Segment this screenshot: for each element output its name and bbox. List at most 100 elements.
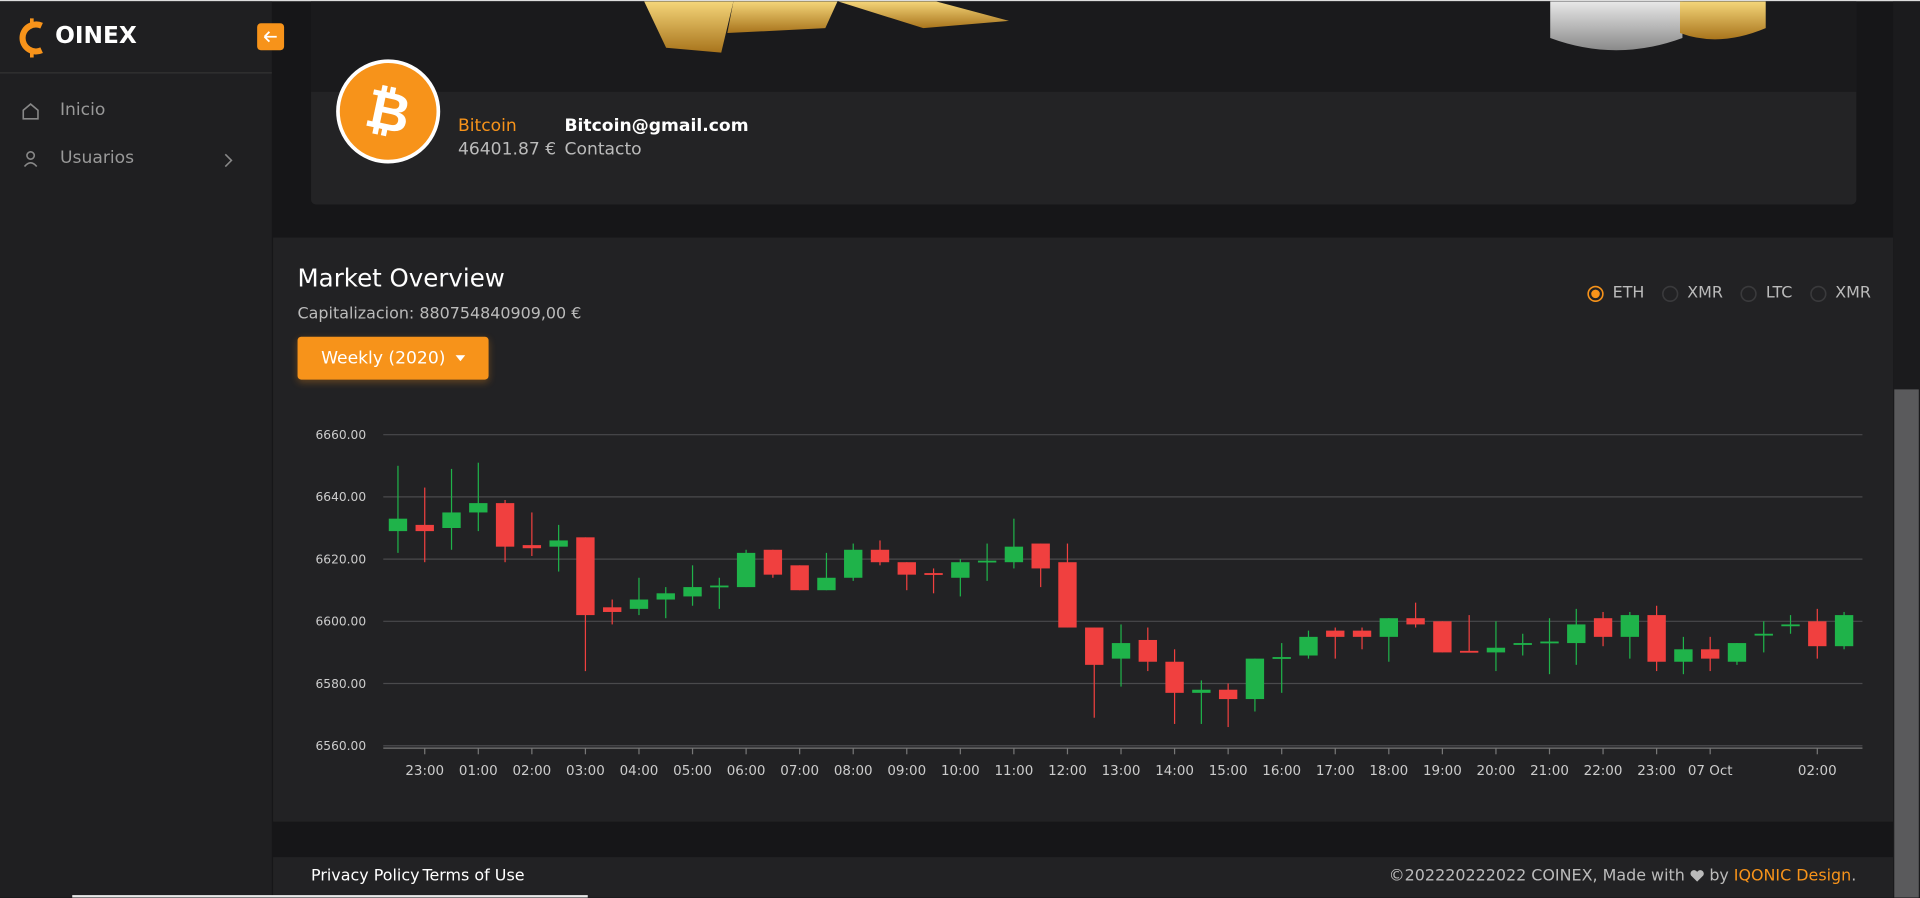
radio xyxy=(1661,285,1679,302)
candle-body xyxy=(1165,661,1184,693)
x-tick-label: 16:00 xyxy=(1262,764,1301,779)
end-text: . xyxy=(1851,866,1857,886)
candle-body xyxy=(1058,562,1077,628)
chevron xyxy=(224,153,233,168)
candle-body xyxy=(1433,621,1452,653)
y-tick-label: 6620.00 xyxy=(316,552,367,566)
candle-body xyxy=(1379,618,1399,637)
x-tick-label: 02:00 xyxy=(512,764,551,779)
candle-body xyxy=(870,549,890,563)
heart-icon xyxy=(1690,870,1704,882)
candle-body xyxy=(924,573,943,575)
email: Bitcoin@gmail.com xyxy=(564,116,749,136)
x-tick-label: 05:00 xyxy=(673,764,712,779)
user-icon xyxy=(23,151,38,168)
x-tick-label: 08:00 xyxy=(834,764,873,779)
period-dropdown[interactable]: Weekly (2020) xyxy=(297,336,489,380)
banner xyxy=(311,1,1857,92)
x-tick-label: 23:00 xyxy=(405,764,444,779)
footer-link[interactable]: Privacy Policy xyxy=(311,866,420,886)
candle-body xyxy=(1834,615,1854,647)
radio-option[interactable]: LTC xyxy=(1740,284,1792,302)
x-tick-label: 22:00 xyxy=(1584,764,1623,779)
sidebar: OINEX Inicio Usuarios xyxy=(0,1,285,898)
x-tick-label: 02:00 xyxy=(1798,764,1837,779)
x-tick-label: 21:00 xyxy=(1530,764,1569,779)
x-tick-label: 20:00 xyxy=(1477,764,1516,779)
by-text: by xyxy=(1709,866,1729,886)
x-tick-label: 13:00 xyxy=(1102,764,1141,779)
radio-option[interactable]: XMR xyxy=(1809,284,1871,303)
caret xyxy=(455,355,466,362)
x-tick-label: 07 Oct xyxy=(1688,764,1733,779)
x-tick-label: 03:00 xyxy=(566,764,605,779)
scrollbar-thumb[interactable] xyxy=(1894,389,1919,898)
candle-body xyxy=(1272,657,1291,659)
y-tick-label: 6580.00 xyxy=(316,677,367,691)
y-tick-label: 6600.00 xyxy=(316,615,367,629)
h-scrollbar[interactable] xyxy=(72,895,588,898)
candle-body xyxy=(1459,650,1479,653)
radio xyxy=(1809,285,1827,302)
coin-balance: 46401.87 € xyxy=(457,139,557,160)
y-tick-label: 6560.00 xyxy=(316,739,367,753)
candle-body xyxy=(710,585,729,588)
x-tick-label: 18:00 xyxy=(1369,764,1408,779)
collapse-button[interactable] xyxy=(257,23,285,51)
candle-body xyxy=(442,512,461,528)
candle-body xyxy=(603,607,622,612)
radio-option[interactable]: ETH xyxy=(1587,284,1644,302)
x-tick-label: 14:00 xyxy=(1155,764,1194,779)
radio-option[interactable]: XMR xyxy=(1661,284,1723,303)
x-tick-label: 11:00 xyxy=(995,764,1034,779)
banner-art xyxy=(644,1,1766,53)
coin-name: Bitcoin xyxy=(457,116,517,136)
footer-link[interactable]: Terms of Use xyxy=(422,866,525,886)
divider xyxy=(0,72,272,74)
radio-label: XMR xyxy=(1687,284,1723,303)
market-title: Market Overview xyxy=(297,263,505,293)
candle-body xyxy=(549,540,568,547)
y-tick-label: 6640.00 xyxy=(316,490,367,504)
candle-body xyxy=(1352,630,1372,637)
candle-body xyxy=(1593,618,1613,637)
candle-body xyxy=(1647,615,1666,662)
candle-body xyxy=(1138,639,1157,662)
candle-body xyxy=(763,549,783,575)
profile-card: ₿ Bitcoin 46401.87 € Bitcoin@gmail.com C… xyxy=(311,1,1857,205)
candle-body xyxy=(1513,643,1532,645)
x-tick-label: 09:00 xyxy=(887,764,926,779)
candle-body xyxy=(1192,689,1211,693)
footer: Privacy Policy Terms of Use ©20222022202… xyxy=(273,857,1894,898)
radio-label: ETH xyxy=(1612,284,1645,303)
candle-body xyxy=(790,565,809,591)
brand-link[interactable]: IQONIC Design xyxy=(1733,866,1852,886)
candle-body xyxy=(1326,630,1345,637)
radio-label: LTC xyxy=(1765,284,1793,303)
candle-body xyxy=(1808,621,1827,647)
radio xyxy=(1740,285,1757,302)
market-card xyxy=(273,237,1894,822)
radio-label: XMR xyxy=(1835,284,1871,303)
candle-body xyxy=(1620,615,1640,637)
candle-body xyxy=(495,503,515,547)
candle-body xyxy=(1781,624,1800,627)
contact: Contacto xyxy=(564,139,642,160)
candle-body xyxy=(1567,624,1586,644)
menu-item[interactable]: Inicio xyxy=(60,100,106,120)
x-tick-label: 17:00 xyxy=(1316,764,1355,779)
candle-body xyxy=(656,593,675,600)
candle-body xyxy=(817,577,836,591)
candle-body xyxy=(1004,546,1024,563)
candle-body xyxy=(1754,633,1773,636)
x-tick-label: 07:00 xyxy=(780,764,819,779)
period-label: Weekly (2020) xyxy=(321,348,446,368)
candle-body xyxy=(1486,647,1506,653)
candle-body xyxy=(951,562,970,578)
candle-body xyxy=(469,503,488,513)
candle-body xyxy=(1085,627,1104,665)
x-tick-label: 01:00 xyxy=(459,764,498,779)
candle-body xyxy=(1299,636,1318,656)
menu-item[interactable]: Usuarios xyxy=(60,148,135,168)
